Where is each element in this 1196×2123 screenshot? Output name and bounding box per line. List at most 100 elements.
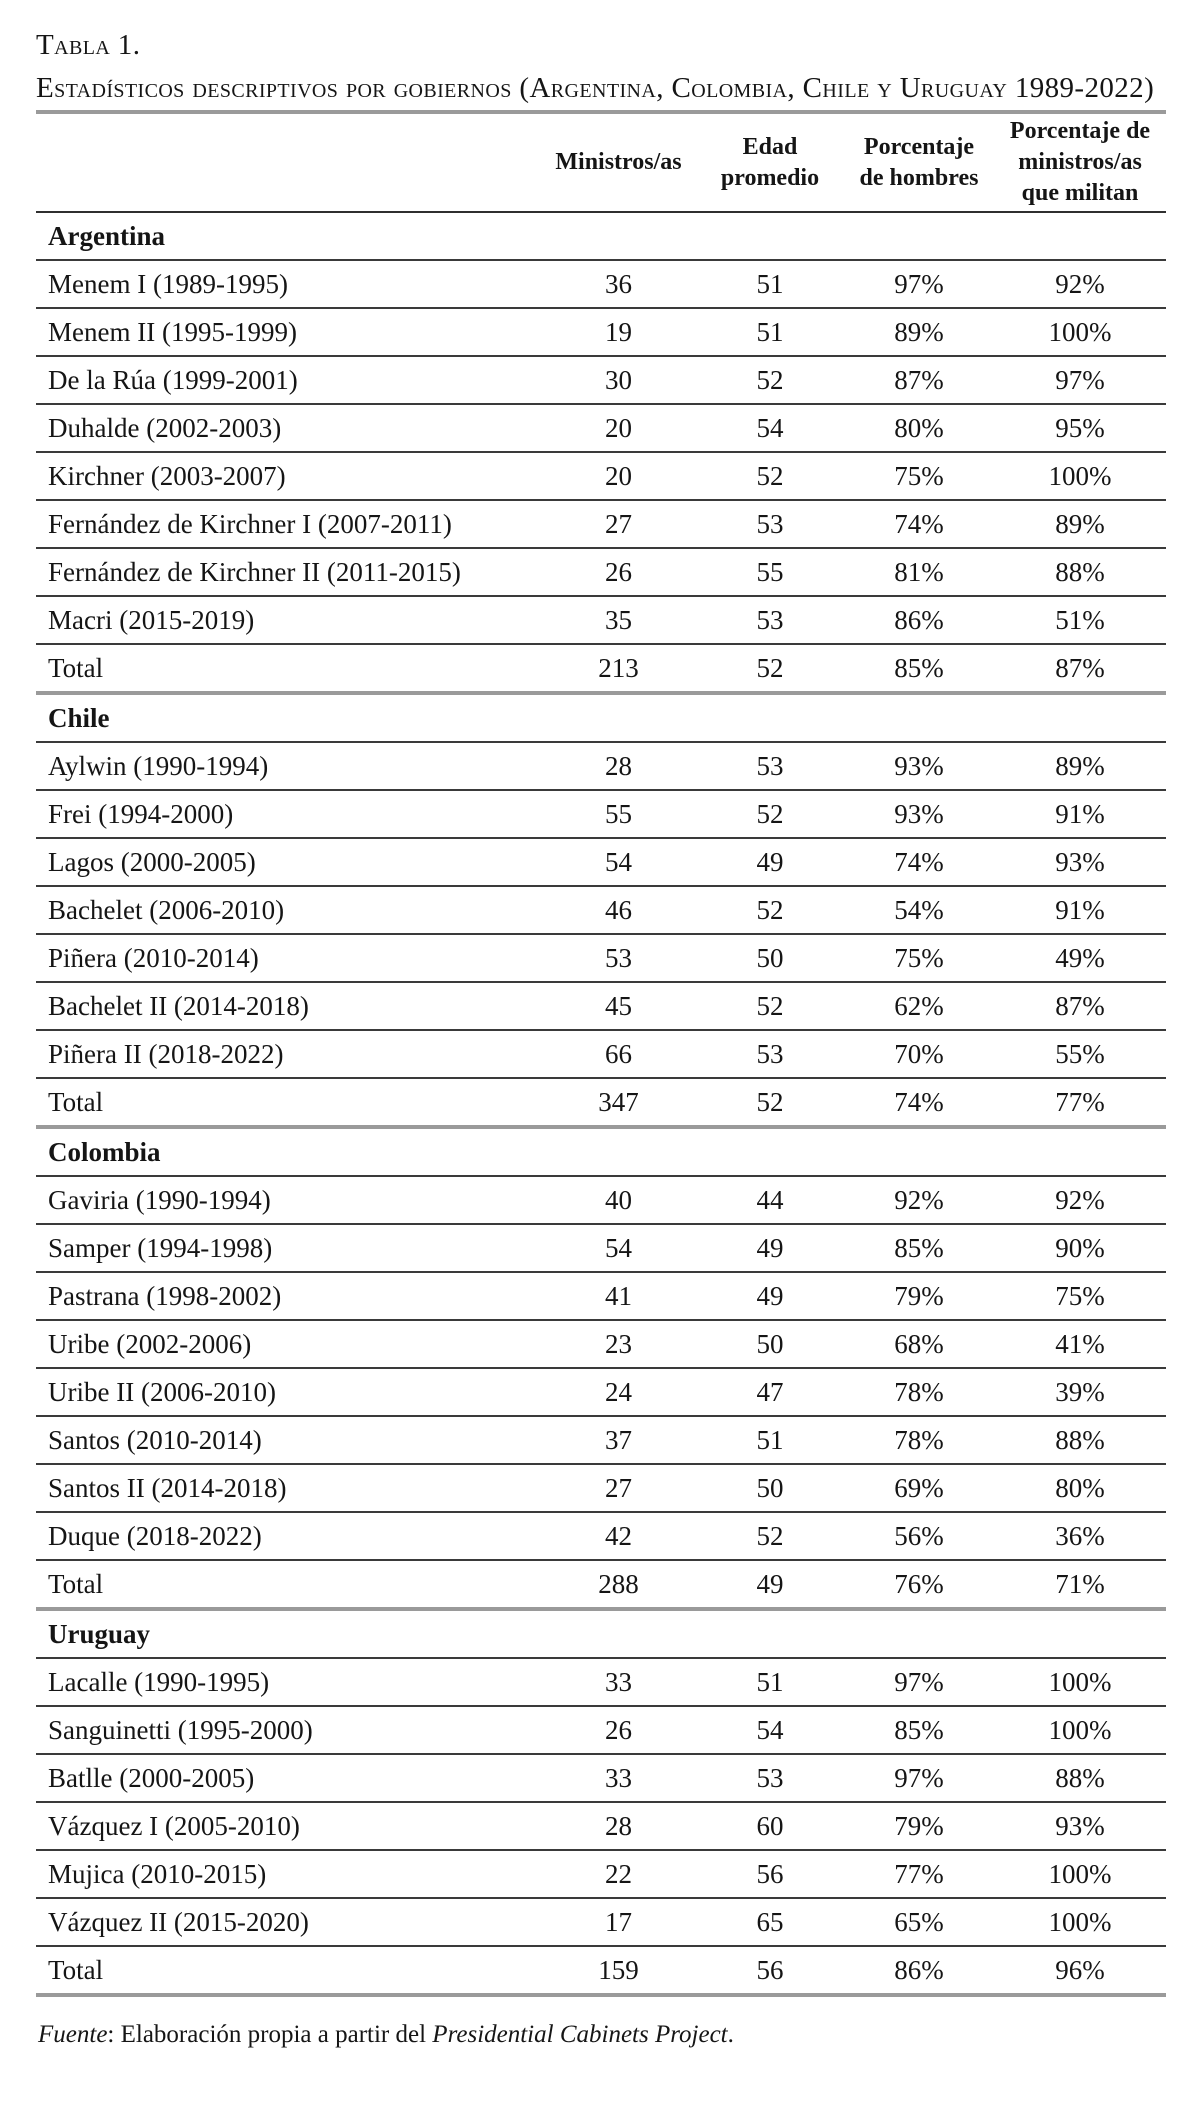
- table-label: Tabla 1.: [36, 29, 141, 61]
- source-note: Fuente: Elaboración propia a partir del …: [38, 2021, 1166, 2049]
- edad-value: 52: [696, 982, 844, 1031]
- hombres-value: 54%: [844, 886, 994, 935]
- edad-value: 50: [696, 1320, 844, 1369]
- government-row: Vázquez I (2005-2010) 28 60 79% 93%: [36, 1802, 1166, 1851]
- section-name: Argentina: [36, 212, 1166, 261]
- edad-value: 47: [696, 1368, 844, 1417]
- total-row: Total 159 56 86% 96%: [36, 1946, 1166, 1996]
- militan-value: 87%: [994, 644, 1166, 694]
- government-label: De la Rúa (1999-2001): [36, 356, 541, 405]
- government-row: Menem I (1989-1995) 36 51 97% 92%: [36, 260, 1166, 309]
- edad-value: 54: [696, 1706, 844, 1755]
- section-row-argentina: Argentina: [36, 212, 1166, 261]
- edad-value: 50: [696, 1464, 844, 1513]
- edad-value: 56: [696, 1850, 844, 1899]
- ministros-value: 28: [541, 1802, 696, 1851]
- militan-value: 39%: [994, 1368, 1166, 1417]
- ministros-value: 53: [541, 934, 696, 983]
- government-label: Menem II (1995-1999): [36, 308, 541, 357]
- militan-value: 88%: [994, 1416, 1166, 1465]
- hombres-value: 77%: [844, 1850, 994, 1899]
- edad-value: 52: [696, 452, 844, 501]
- militan-value: 49%: [994, 934, 1166, 983]
- hombres-value: 74%: [844, 838, 994, 887]
- militan-value: 89%: [994, 500, 1166, 549]
- hombres-value: 79%: [844, 1272, 994, 1321]
- hombres-value: 79%: [844, 1802, 994, 1851]
- government-label: Duhalde (2002-2003): [36, 404, 541, 453]
- government-row: Batlle (2000-2005) 33 53 97% 88%: [36, 1754, 1166, 1803]
- hombres-value: 85%: [844, 1706, 994, 1755]
- hombres-value: 75%: [844, 934, 994, 983]
- hombres-value: 62%: [844, 982, 994, 1031]
- militan-value: 88%: [994, 1754, 1166, 1803]
- edad-value: 55: [696, 548, 844, 597]
- government-label: Piñera (2010-2014): [36, 934, 541, 983]
- government-label: Mujica (2010-2015): [36, 1850, 541, 1899]
- hombres-value: 81%: [844, 548, 994, 597]
- government-row: Uribe II (2006-2010) 24 47 78% 39%: [36, 1368, 1166, 1417]
- government-row: Kirchner (2003-2007) 20 52 75% 100%: [36, 452, 1166, 501]
- militan-value: 95%: [994, 404, 1166, 453]
- hombres-value: 68%: [844, 1320, 994, 1369]
- government-label: Uribe II (2006-2010): [36, 1368, 541, 1417]
- militan-value: 97%: [994, 356, 1166, 405]
- edad-value: 53: [696, 742, 844, 791]
- government-label: Lagos (2000-2005): [36, 838, 541, 887]
- government-row: Uribe (2002-2006) 23 50 68% 41%: [36, 1320, 1166, 1369]
- government-label: Sanguinetti (1995-2000): [36, 1706, 541, 1755]
- edad-value: 56: [696, 1946, 844, 1996]
- edad-value: 49: [696, 1272, 844, 1321]
- section-name: Uruguay: [36, 1607, 1166, 1659]
- source-name: Presidential Cabinets Project: [432, 2021, 728, 2048]
- table-header: Ministros/as Edad promedio Porcentaje de…: [36, 112, 1166, 213]
- ministros-value: 54: [541, 838, 696, 887]
- edad-value: 52: [696, 886, 844, 935]
- edad-value: 51: [696, 1658, 844, 1707]
- ministros-value: 213: [541, 644, 696, 694]
- government-label: Bachelet (2006-2010): [36, 886, 541, 935]
- government-row: Macri (2015-2019) 35 53 86% 51%: [36, 596, 1166, 645]
- edad-value: 49: [696, 838, 844, 887]
- hombres-value: 86%: [844, 1946, 994, 1996]
- militan-value: 87%: [994, 982, 1166, 1031]
- government-label: Piñera II (2018-2022): [36, 1030, 541, 1079]
- table-body: Argentina Menem I (1989-1995) 36 51 97% 92% Me…: [36, 212, 1166, 1996]
- ministros-value: 27: [541, 1464, 696, 1513]
- ministros-value: 26: [541, 1706, 696, 1755]
- source-text: : Elaboración propia a partir del: [107, 2021, 433, 2048]
- hombres-value: 97%: [844, 260, 994, 309]
- edad-value: 49: [696, 1224, 844, 1273]
- militan-value: 75%: [994, 1272, 1166, 1321]
- government-label: Fernández de Kirchner II (2011-2015): [36, 548, 541, 597]
- government-row: Gaviria (1990-1994) 40 44 92% 92%: [36, 1176, 1166, 1225]
- edad-value: 53: [696, 596, 844, 645]
- hombres-value: 70%: [844, 1030, 994, 1079]
- edad-value: 52: [696, 790, 844, 839]
- hombres-value: 93%: [844, 742, 994, 791]
- ministros-value: 19: [541, 308, 696, 357]
- edad-value: 52: [696, 356, 844, 405]
- government-label: Macri (2015-2019): [36, 596, 541, 645]
- militan-value: 96%: [994, 1946, 1166, 1996]
- hombres-value: 78%: [844, 1368, 994, 1417]
- hombres-value: 75%: [844, 452, 994, 501]
- ministros-value: 46: [541, 886, 696, 935]
- militan-value: 89%: [994, 742, 1166, 791]
- hombres-value: 86%: [844, 596, 994, 645]
- section-row-colombia: Colombia: [36, 1125, 1166, 1177]
- government-label: Kirchner (2003-2007): [36, 452, 541, 501]
- militan-value: 100%: [994, 1658, 1166, 1707]
- government-row: Pastrana (1998-2002) 41 49 79% 75%: [36, 1272, 1166, 1321]
- hombres-value: 85%: [844, 644, 994, 694]
- government-row: Aylwin (1990-1994) 28 53 93% 89%: [36, 742, 1166, 791]
- militan-value: 100%: [994, 1706, 1166, 1755]
- hombres-value: 74%: [844, 1078, 994, 1128]
- edad-value: 65: [696, 1898, 844, 1947]
- ministros-value: 23: [541, 1320, 696, 1369]
- edad-value: 53: [696, 1754, 844, 1803]
- ministros-value: 37: [541, 1416, 696, 1465]
- ministros-value: 288: [541, 1560, 696, 1610]
- section-row-uruguay: Uruguay: [36, 1607, 1166, 1659]
- militan-value: 91%: [994, 886, 1166, 935]
